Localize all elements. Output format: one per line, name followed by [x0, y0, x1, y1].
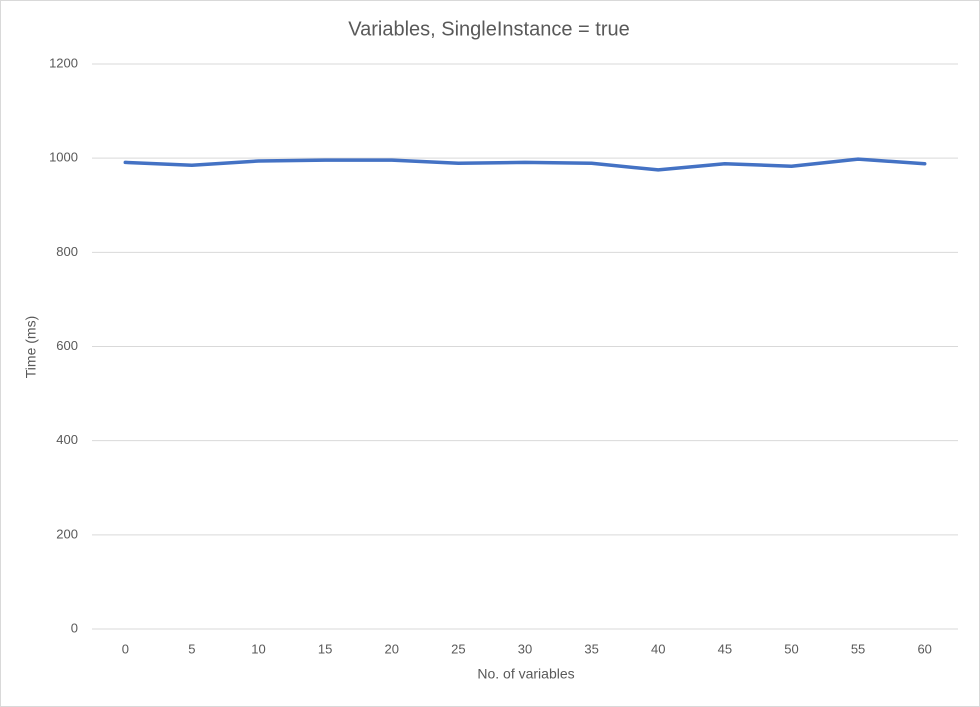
y-tick-label: 400 — [56, 432, 78, 447]
x-tick-label: 15 — [318, 641, 332, 656]
line — [123, 157, 927, 172]
y-tick-label: 600 — [56, 338, 78, 353]
x-tick-label: 40 — [651, 641, 665, 656]
chart-title: Variables, SingleInstance = true — [348, 18, 629, 40]
x-tick-label: 45 — [718, 641, 732, 656]
y-axis-title: Time (ms) — [23, 316, 39, 378]
y-tick-label: 800 — [56, 244, 78, 259]
x-axis-title: No. of variables — [477, 666, 574, 682]
x-tick-label: 20 — [385, 641, 399, 656]
x-tick-label: 35 — [584, 641, 598, 656]
x-tick-label: 0 — [122, 641, 129, 656]
x-tick-label: 25 — [451, 641, 465, 656]
x-tick-label: 30 — [518, 641, 532, 656]
x-tick-label: 60 — [917, 641, 931, 656]
y-tick-label: 1200 — [49, 55, 78, 70]
x-tick-label: 50 — [784, 641, 798, 656]
y-tick-label: 200 — [56, 526, 78, 541]
x-tick-label: 5 — [188, 641, 195, 656]
x-tick-label: 55 — [851, 641, 865, 656]
y-tick-label: 1000 — [49, 150, 78, 165]
x-tick-label: 10 — [251, 641, 265, 656]
y-tick-label: 0 — [71, 620, 78, 635]
